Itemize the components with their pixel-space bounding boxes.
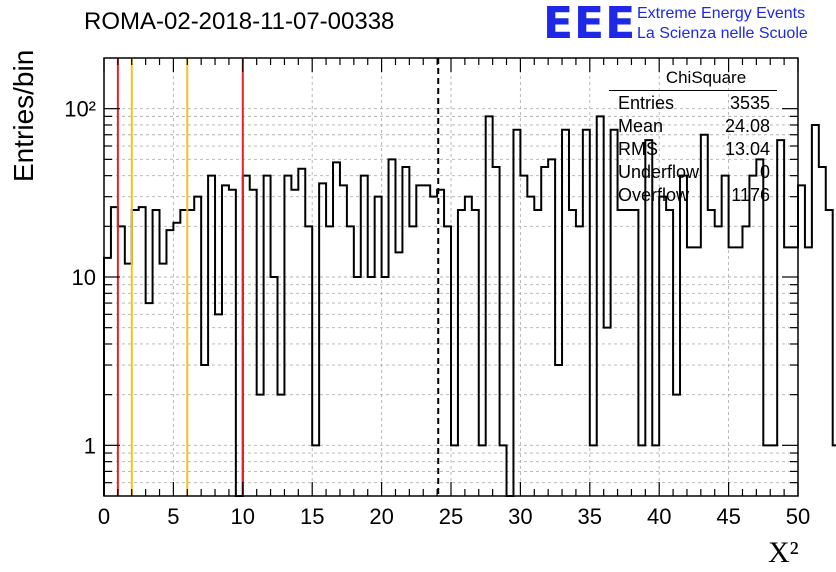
x-tick-label: 45 xyxy=(716,504,740,529)
stats-box: ChiSquare Entries 3535 Mean 24.08 RMS 13… xyxy=(606,66,806,216)
y-axis-label: Entries/bin xyxy=(8,49,39,182)
reference-lines xyxy=(116,58,440,496)
x-tick-label: 10 xyxy=(231,504,255,529)
stats-label: Mean xyxy=(618,116,664,136)
x-tick-label: 30 xyxy=(508,504,532,529)
x-axis-label: X² xyxy=(768,536,799,569)
x-tick-label: 35 xyxy=(578,504,602,529)
stats-value: 3535 xyxy=(729,93,770,113)
stats-title-underline xyxy=(609,90,777,91)
stats-value: 13.04 xyxy=(724,139,770,159)
y-tick-label: 10 xyxy=(72,265,96,290)
x-tick-label: 5 xyxy=(167,504,179,529)
y-tick-labels: 1 10 10² xyxy=(64,97,96,459)
stats-label: Underflow xyxy=(618,162,700,182)
x-tick-label: 40 xyxy=(647,504,671,529)
chart-title: ROMA-02-2018-11-07-00338 xyxy=(84,8,395,35)
x-tick-label: 0 xyxy=(98,504,110,529)
stats-value: 0 xyxy=(759,162,770,182)
stats-label: Entries xyxy=(618,93,675,113)
stats-value: 24.08 xyxy=(724,116,770,136)
stats-value: 1176 xyxy=(731,185,770,205)
x-tick-label: 20 xyxy=(369,504,393,529)
stats-label: Overflow xyxy=(618,185,690,205)
histogram-bars xyxy=(103,115,836,497)
x-tick-label: 25 xyxy=(439,504,463,529)
x-tick-label: 50 xyxy=(786,504,810,529)
logo-line-1: Extreme Energy Events xyxy=(637,5,806,22)
stats-title: ChiSquare xyxy=(665,68,747,87)
y-tick-label: 10² xyxy=(64,97,96,122)
x-tick-labels: 0 5 10 15 20 25 30 35 40 45 50 xyxy=(98,504,810,529)
axis-ticks xyxy=(103,58,799,496)
eee-logo-mark: EEE xyxy=(543,0,637,49)
logo-line-2: La Scienza nelle Scuole xyxy=(637,25,808,42)
histogram-outline xyxy=(103,115,836,497)
stats-label: RMS xyxy=(618,139,658,159)
x-tick-label: 15 xyxy=(300,504,324,529)
y-tick-label: 1 xyxy=(84,433,96,458)
